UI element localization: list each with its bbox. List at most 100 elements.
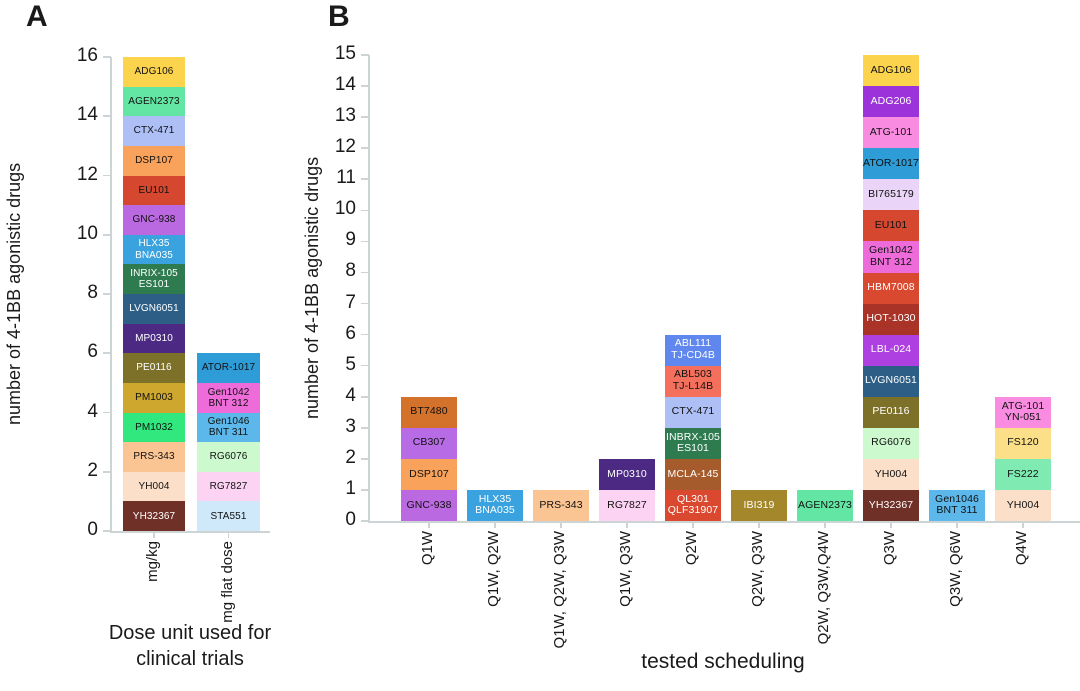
y-tick-label: 11 <box>336 167 356 189</box>
x-tick-mark <box>956 521 958 528</box>
x-tick-mark <box>890 521 892 528</box>
bar-segment-ctx-471: CTX-471 <box>123 116 185 146</box>
y-tick-mark <box>361 271 369 274</box>
bar-segment-yh32367: YH32367 <box>863 489 919 521</box>
bar-segment-prs-343: PRS-343 <box>533 489 589 521</box>
bar-segment-gen1046-bnt-311: Gen1046 BNT 311 <box>929 489 985 521</box>
x-tick-label: mg flat dose <box>218 541 236 623</box>
y-tick-label: 3 <box>345 415 356 437</box>
stacked-bar-q3w: YH32367 YH004 RG6076 PE0116 LVGN6051 LBL-024 H… <box>863 55 919 521</box>
x-tick-mark <box>626 521 628 528</box>
bar-segment-fs222: FS222 <box>995 458 1051 490</box>
x-tick-mark <box>153 531 155 538</box>
bar-segment-gen1046-bnt-311: Gen1046 BNT 311 <box>197 412 260 443</box>
bar-segment-pe0116: PE0116 <box>863 396 919 428</box>
y-tick-mark <box>361 333 369 336</box>
bar-segment-cb307: CB307 <box>401 427 457 459</box>
y-tick-mark <box>361 178 369 181</box>
panel-a-letter: A <box>26 0 48 33</box>
x-tick-mark <box>560 521 562 528</box>
y-tick-label: 8 <box>345 260 356 282</box>
y-tick-label: 14 <box>334 74 356 96</box>
bar-segment-ibi319: IBI319 <box>731 489 787 521</box>
x-tick-mark <box>227 531 230 538</box>
y-tick-mark <box>361 302 369 305</box>
y-tick-label: 7 <box>345 291 356 313</box>
bar-segment-abl111-tj-cd4b: ABL111 TJ-CD4B <box>665 334 721 366</box>
bar-segment-lvgn6051: LVGN6051 <box>863 365 919 397</box>
bar-segment-fs120: FS120 <box>995 427 1051 459</box>
y-tick-mark <box>361 458 369 460</box>
y-tick-label: 6 <box>345 322 356 344</box>
y-tick-mark <box>361 54 369 56</box>
y-tick-mark <box>361 489 369 491</box>
stacked-bar-q3w-q6w: Gen1046 BNT 311 <box>929 489 985 521</box>
bar-segment-lbl-024: LBL-024 <box>863 334 919 366</box>
bar-segment-agen2373: AGEN2373 <box>123 86 185 117</box>
bar-segment-mcla-145: MCLA-145 <box>665 458 721 490</box>
y-tick-mark <box>361 116 369 118</box>
y-tick-mark <box>361 520 369 522</box>
y-tick-label: 8 <box>87 282 98 303</box>
y-tick-label: 13 <box>334 105 356 127</box>
bar-segment-abl503-tj-l14b: ABL503 TJ-L14B <box>665 365 721 397</box>
bar-segment-adg106: ADG106 <box>863 55 919 87</box>
bar-segment-yh32367: YH32367 <box>123 501 185 531</box>
stacked-bar-mg-kg: YH32367 YH004 PRS-343 PM1032 PM1003 PE0116 MP0… <box>123 57 185 531</box>
y-tick-label: 6 <box>87 341 98 363</box>
y-tick-mark <box>361 147 369 149</box>
bar-segment-rg6076: RG6076 <box>863 427 919 459</box>
bar-segment-rg6076: RG6076 <box>197 442 260 472</box>
y-tick-mark <box>103 411 111 414</box>
bar-segment-gnc-938: GNC-938 <box>401 489 457 521</box>
panel-b-plot-area: 0 1 2 3 4 5 6 7 8 9 10 11 12 13 14 15 GNC-938 DSP107 CB307… <box>335 43 1080 649</box>
bar-segment-ator-1017: ATOR-1017 <box>863 148 919 180</box>
x-tick-label: Q1W, Q2W <box>485 531 502 607</box>
x-tick-label: mg/kg <box>144 541 161 582</box>
y-tick-mark <box>361 209 369 212</box>
y-tick-label: 10 <box>334 198 356 220</box>
bar-segment-mp0310: MP0310 <box>599 458 655 490</box>
x-tick-mark <box>824 521 826 528</box>
bar-segment-sta551: STA551 <box>197 501 260 531</box>
bar-segment-lvgn6051: LVGN6051 <box>123 294 185 324</box>
x-tick-label: Q4W <box>1013 531 1030 566</box>
bar-segment-mp0310: MP0310 <box>123 323 185 354</box>
y-tick-mark <box>361 395 369 398</box>
bar-segment-gen1042-bnt-312: Gen1042 BNT 312 <box>863 241 919 273</box>
x-tick-label: Q2W, Q3W <box>749 531 766 607</box>
x-tick-label: Q2W <box>683 531 700 566</box>
y-tick-label: 9 <box>345 229 356 251</box>
bar-segment-hot-1030: HOT-1030 <box>863 303 919 335</box>
bar-segment-yh004: YH004 <box>123 471 185 502</box>
x-tick-mark <box>1022 521 1024 528</box>
stacked-bar-q4w: YH004 FS222 FS120 ATG-101 YN-051 <box>995 396 1051 521</box>
bar-segment-bi765179: BI765179 <box>863 179 919 211</box>
bar-segment-bt7480: BT7480 <box>401 396 457 428</box>
bar-segment-rg7827: RG7827 <box>599 489 655 521</box>
bar-segment-adg106: ADG106 <box>123 57 185 87</box>
bar-segment-eu101: EU101 <box>863 210 919 242</box>
x-tick-label: Q2W, Q3W,Q4W <box>815 531 832 645</box>
panel-b-x-axis-title: tested scheduling <box>641 650 805 673</box>
x-tick-mark <box>692 521 694 528</box>
bar-segment-inrix-105-es101: INRIX-105 ES101 <box>123 264 185 294</box>
y-tick-label: 10 <box>76 222 98 244</box>
bar-segment-ator-1017: ATOR-1017 <box>197 353 260 383</box>
stacked-bar-mg-flat-dose: STA551 RG7827 RG6076 Gen1046 BNT 311 Gen1042… <box>197 353 260 531</box>
x-tick-mark <box>758 521 760 528</box>
y-tick-label: 1 <box>345 477 356 499</box>
y-tick-label: 15 <box>334 43 356 65</box>
y-tick-mark <box>361 427 369 429</box>
y-tick-label: 0 <box>345 509 356 530</box>
y-tick-label: 4 <box>345 384 356 406</box>
stacked-bar-q2w-q3w-q4w: AGEN2373 <box>797 489 853 521</box>
bar-segment-hbm7008: HBM7008 <box>863 272 919 304</box>
y-tick-label: 14 <box>76 104 98 126</box>
stacked-bar-q1w-q2w-q3w: PRS-343 <box>533 489 589 521</box>
y-tick-label: 2 <box>87 459 98 481</box>
y-tick-mark <box>361 240 369 243</box>
y-tick-label: 12 <box>334 136 356 158</box>
bar-segment-atg-101-yn-051: ATG-101 YN-051 <box>995 396 1051 428</box>
